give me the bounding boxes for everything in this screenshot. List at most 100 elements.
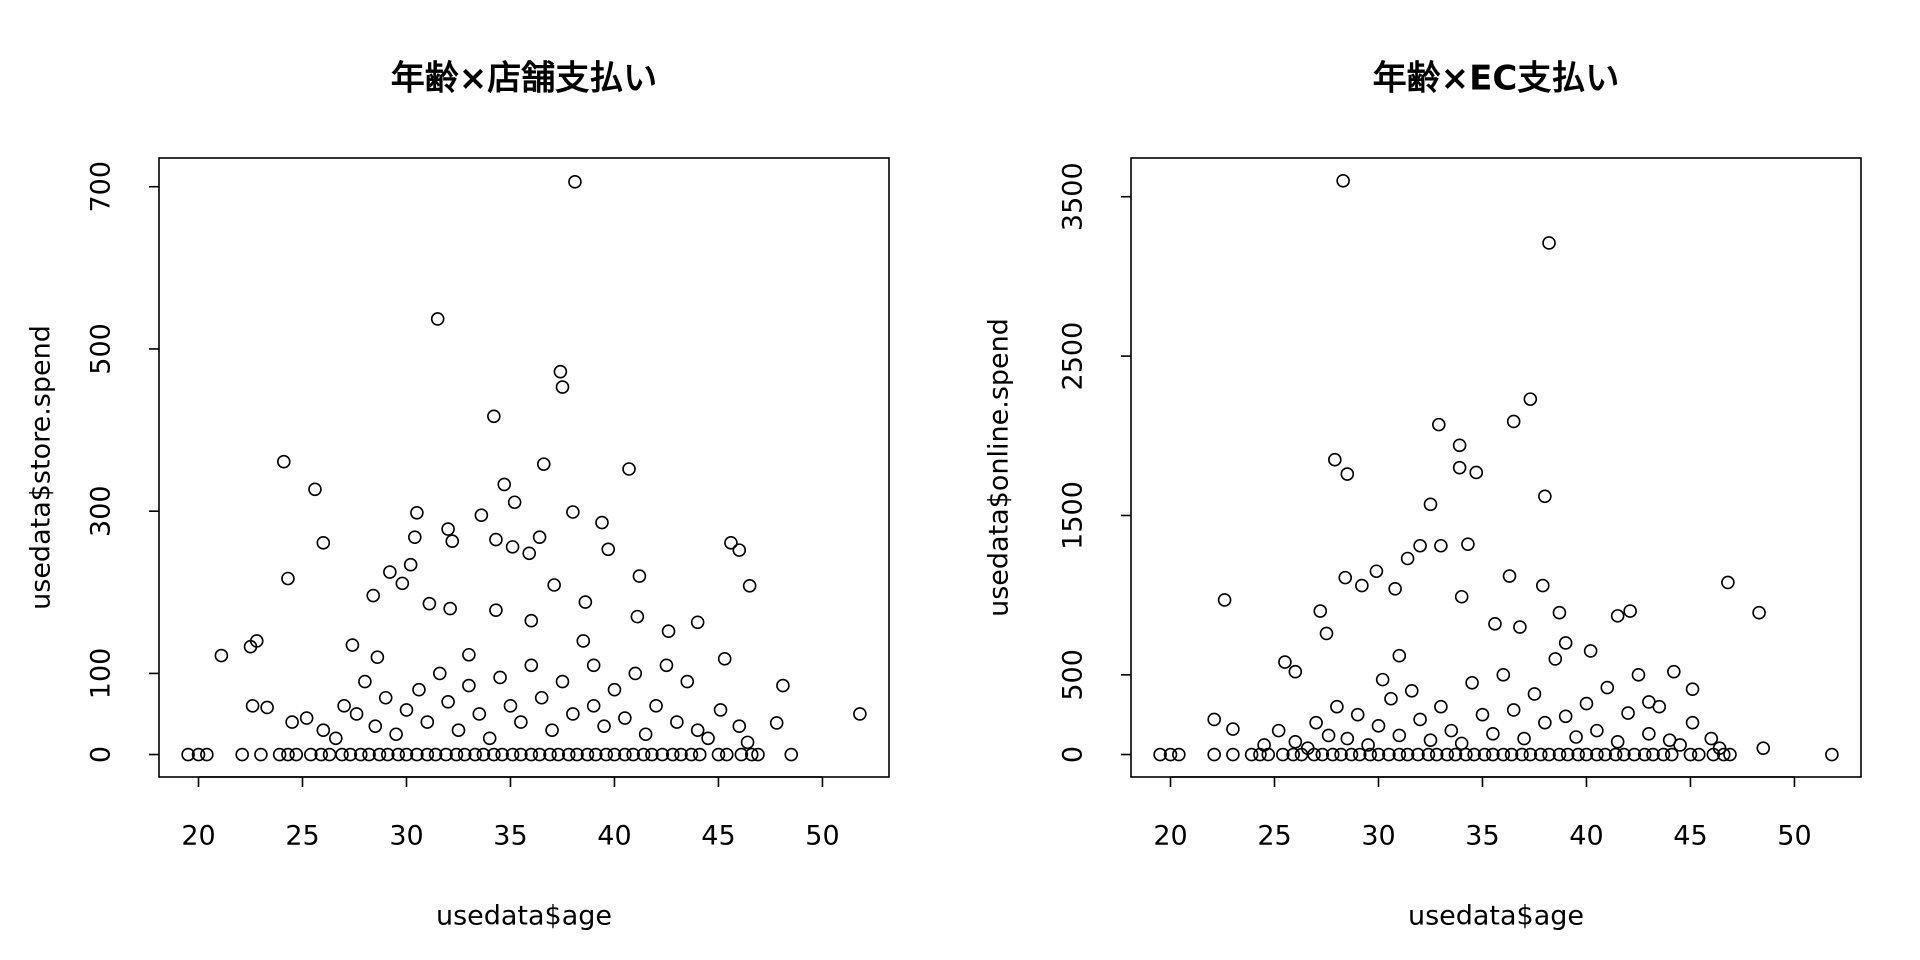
point: [645, 747, 659, 762]
point: [1617, 747, 1631, 762]
point: [713, 703, 728, 717]
y-tick-label: 300: [86, 485, 117, 537]
point: [505, 540, 520, 554]
point: [1330, 699, 1344, 714]
point: [769, 716, 784, 730]
point: [1338, 570, 1353, 585]
x-tick-label: 30: [1361, 821, 1395, 852]
point: [410, 747, 424, 762]
point: [260, 700, 274, 715]
point: [732, 719, 747, 733]
point: [545, 723, 559, 737]
point: [497, 477, 512, 492]
point: [1590, 723, 1604, 738]
x-tick-label: 50: [1777, 821, 1811, 852]
point: [349, 707, 364, 721]
point: [1552, 747, 1567, 762]
point: [1384, 691, 1398, 706]
y-tick-label: 500: [1058, 649, 1089, 701]
point: [1685, 715, 1700, 730]
point: [1244, 747, 1259, 762]
point: [1288, 664, 1303, 679]
point: [493, 670, 507, 685]
point: [412, 682, 426, 697]
point: [316, 536, 331, 550]
point: [649, 699, 663, 713]
x-tick-label: 35: [493, 821, 527, 852]
x-tick-label: 35: [1465, 821, 1499, 852]
point: [1538, 489, 1552, 504]
point: [1506, 703, 1521, 717]
point: [1163, 747, 1178, 762]
point: [1721, 575, 1735, 590]
point: [524, 613, 539, 628]
point: [630, 609, 645, 624]
point: [1288, 734, 1303, 749]
point: [345, 638, 360, 652]
point: [200, 747, 214, 762]
point: [1423, 733, 1438, 747]
point: [1504, 747, 1519, 762]
point: [524, 747, 539, 762]
point: [626, 747, 640, 762]
point: [734, 747, 749, 762]
point: [1432, 417, 1446, 432]
point: [1350, 707, 1365, 722]
point: [551, 747, 566, 762]
point: [1421, 747, 1436, 762]
point: [1475, 707, 1490, 722]
x-tick-label: 45: [701, 821, 735, 852]
point: [322, 747, 337, 762]
point: [472, 707, 487, 721]
point: [1685, 682, 1700, 696]
point: [1369, 564, 1384, 579]
point: [476, 747, 491, 762]
point: [1313, 604, 1328, 618]
point: [1756, 741, 1771, 755]
point: [368, 719, 383, 733]
point: [316, 723, 331, 737]
point: [1340, 731, 1355, 746]
point: [724, 536, 738, 550]
point: [495, 747, 509, 762]
point: [744, 747, 759, 762]
point: [1392, 648, 1407, 663]
point: [1344, 747, 1359, 762]
point: [1477, 747, 1492, 762]
point: [784, 747, 799, 762]
point: [1610, 734, 1625, 749]
point: [1723, 747, 1737, 762]
point: [420, 715, 435, 729]
point: [1558, 709, 1573, 724]
point: [1527, 687, 1542, 701]
point: [1496, 668, 1511, 682]
y-tick-label: 1500: [1058, 481, 1089, 550]
point: [1278, 655, 1292, 669]
point: [1515, 747, 1529, 762]
x-axis-label: usedata$age: [1408, 901, 1584, 932]
point: [618, 747, 632, 762]
point: [674, 747, 688, 762]
y-tick-label: 0: [1058, 746, 1089, 763]
point: [547, 578, 561, 592]
point: [524, 658, 539, 673]
point: [1315, 747, 1330, 762]
point: [243, 639, 258, 654]
point: [395, 576, 410, 591]
point: [1371, 747, 1386, 762]
point: [570, 747, 584, 762]
point: [566, 707, 580, 721]
point: [607, 682, 622, 697]
point: [420, 747, 435, 762]
point: [1375, 672, 1390, 687]
point: [719, 747, 734, 762]
point: [245, 699, 260, 713]
point: [441, 695, 455, 709]
point: [370, 650, 385, 664]
point: [628, 666, 643, 681]
point: [1411, 747, 1425, 762]
point: [1825, 747, 1839, 762]
point: [1590, 747, 1604, 762]
point: [383, 565, 397, 579]
point: [514, 747, 528, 762]
